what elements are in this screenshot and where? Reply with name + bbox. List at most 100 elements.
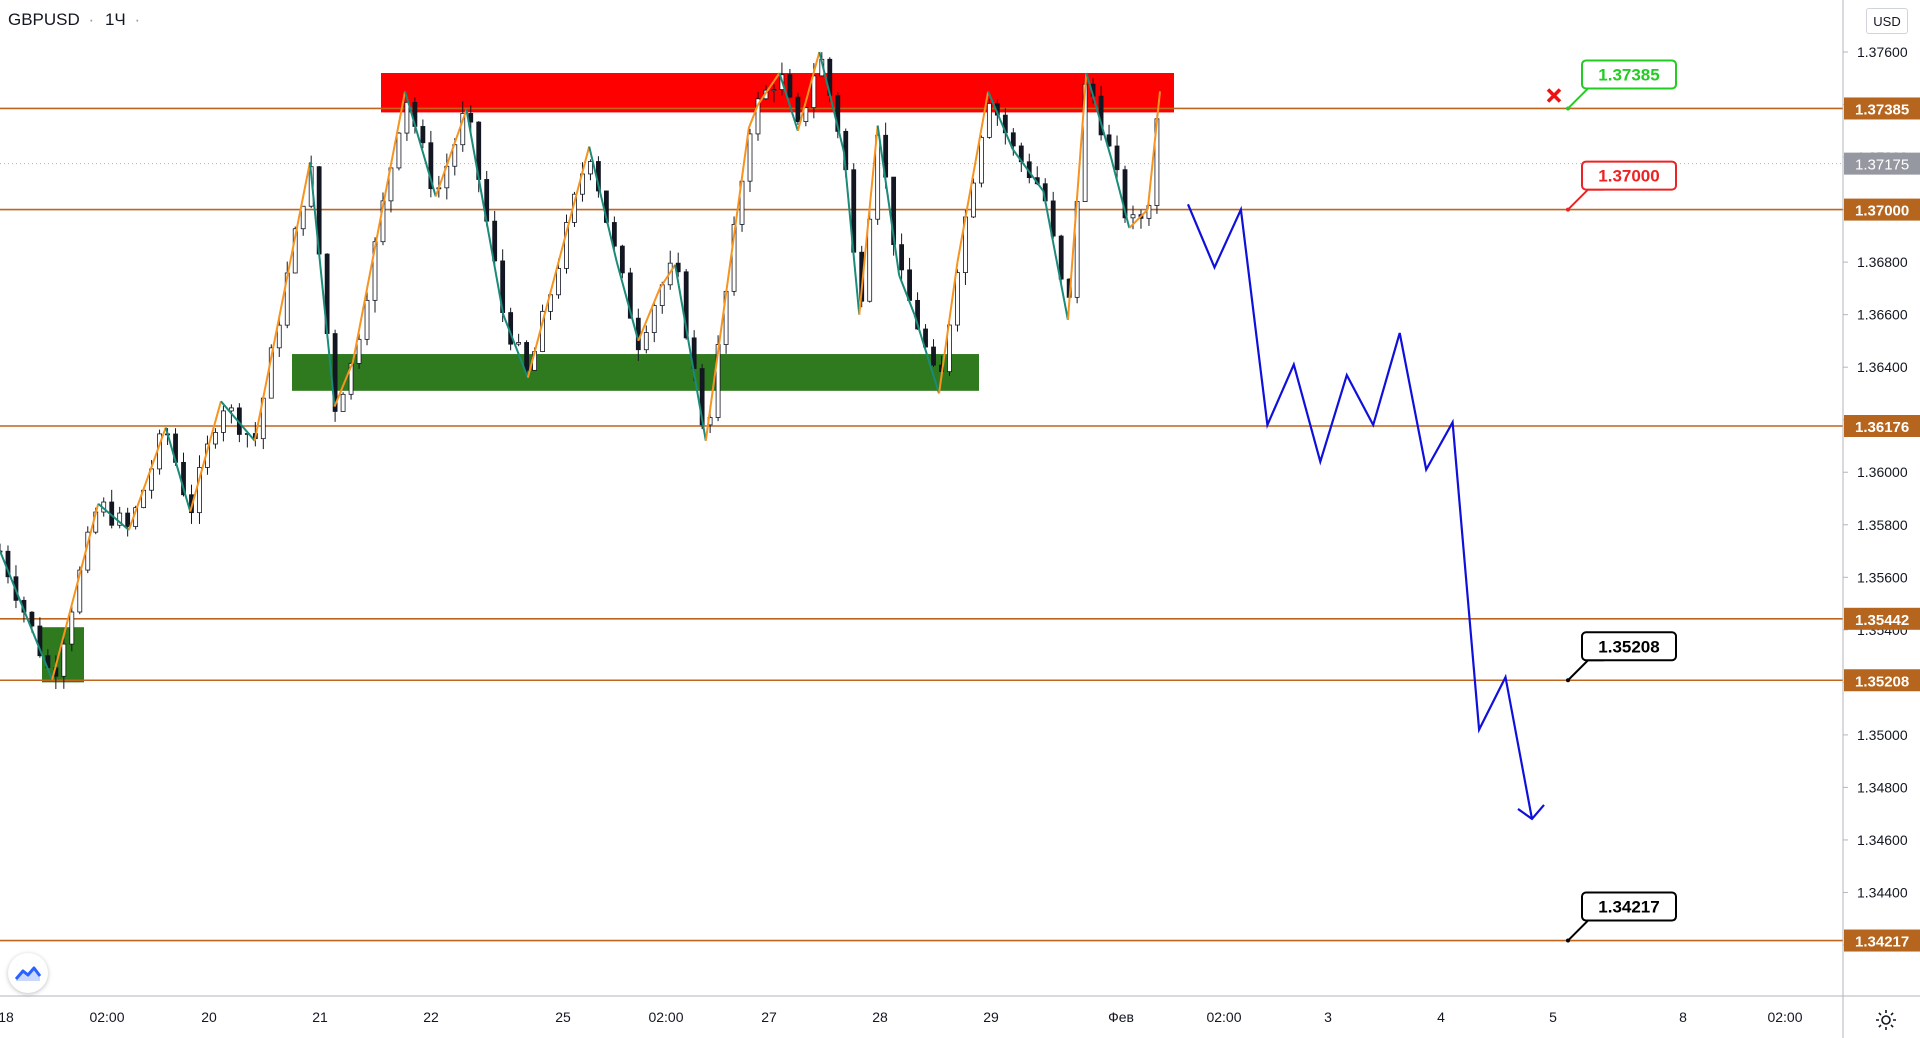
zigzag-up-leg [434,109,468,197]
candle [1050,191,1056,239]
candle-body [69,611,75,645]
candle-body [986,103,992,138]
candle-body [1010,132,1016,147]
candles-layer [0,52,1160,690]
candle-body [197,467,202,514]
callout-box [1581,59,1677,90]
candle-body [971,182,976,218]
callout-anchor [1566,106,1570,111]
candle [564,214,569,274]
candle-body [29,611,35,627]
price-tag-bg [1844,97,1920,120]
zigzag-up-leg [938,261,959,394]
callout-label: 1.37000 [1598,167,1659,186]
candle [899,233,905,280]
candle-body [372,241,378,301]
candle [611,216,617,254]
candle-body [61,643,67,677]
callout-1.35208: 1.35208 [1566,631,1677,683]
candle [5,545,11,584]
callout-pointer [1567,659,1604,681]
candle-body [300,205,306,230]
price-tag-bg [1844,929,1920,952]
zigzag-down-leg [778,72,799,132]
tradingview-logo-icon[interactable] [8,953,48,993]
candle [619,244,625,279]
timeframe-label[interactable]: 1Ч [104,10,126,29]
zigzag-up-leg [333,361,354,407]
candle-body [460,112,466,146]
price-tick-label: 1.36800 [1857,254,1908,270]
candle-body [564,222,569,269]
candle-body [588,161,593,175]
candle-body [340,393,346,412]
price-tag-label: 1.35208 [1855,673,1909,690]
candle-body [891,176,897,246]
callout-1.34217: 1.34217 [1566,891,1677,943]
zigzag-up-leg [189,401,222,512]
callouts-layer: 1.37385 1.37000 1.35208 1.34217 [1546,59,1677,943]
candle [1114,135,1120,182]
candle [651,302,657,343]
candle-body [611,222,617,247]
candle [332,329,338,422]
candle [787,68,793,99]
zigzag-up-leg [1066,72,1088,320]
price-tag-1.37000: 1.37000 [1844,198,1920,221]
price-tag-label: 1.36176 [1855,419,1909,436]
candle-body [643,332,649,351]
candle [771,84,777,103]
candle-body [420,126,426,144]
candle-body [795,96,801,123]
symbol-header[interactable]: GBPUSD · 1Ч · [8,10,144,30]
price-tag-label: 1.37385 [1855,101,1909,118]
zigzag-up-leg [796,51,821,132]
candle-body [364,299,370,340]
candle [157,429,162,475]
candle-body [125,512,131,527]
candle-body [731,224,737,292]
candle-body [787,74,793,98]
currency-button[interactable]: USD [1866,8,1908,34]
candle [643,325,649,354]
current-price-tag-bg [1844,152,1920,175]
zigzag-down-leg [220,400,256,442]
callout-pointer [1567,87,1604,110]
price-tag-1.34217: 1.34217 [1844,929,1920,952]
candle [931,339,936,367]
price-tick-label: 1.37600 [1857,44,1908,60]
candle [986,99,992,139]
time-tick-label: 3 [1324,1009,1332,1025]
zigzag-down-leg [615,261,640,342]
gear-icon[interactable] [1874,1008,1898,1032]
current-price-tag-label: 1.37175 [1855,157,1909,174]
callout-1.37385: 1.37385 [1566,59,1677,111]
price-tag-1.35442: 1.35442 [1844,607,1920,630]
price-tick-label: 1.34600 [1857,832,1908,848]
zigzag-down-leg [1085,72,1112,158]
price-tag-1.37385: 1.37385 [1844,97,1920,120]
candle [516,333,522,347]
time-tick-label: 4 [1437,1009,1445,1025]
candle [61,638,67,689]
candle [524,340,530,373]
time-tick-label: 02:00 [1206,1009,1241,1025]
time-tick-label: 27 [761,1009,777,1025]
header-separator: · [88,10,95,29]
price-tick-label: 1.34400 [1857,884,1908,900]
candle [109,489,115,529]
candle-body [428,142,434,190]
zigzag-down-leg [1011,148,1045,192]
zigzag-up-leg [704,128,750,441]
candle [420,119,426,149]
candle-body [1058,235,1064,280]
symbol-name[interactable]: GBPUSD [8,10,80,29]
candle-body [1122,169,1128,219]
candle-body [627,272,633,319]
forecast-path [1186,203,1534,820]
header-separator-2: · [134,10,141,29]
candle-body [332,333,338,412]
candle [396,132,402,171]
time-tick-label: 5 [1549,1009,1557,1025]
